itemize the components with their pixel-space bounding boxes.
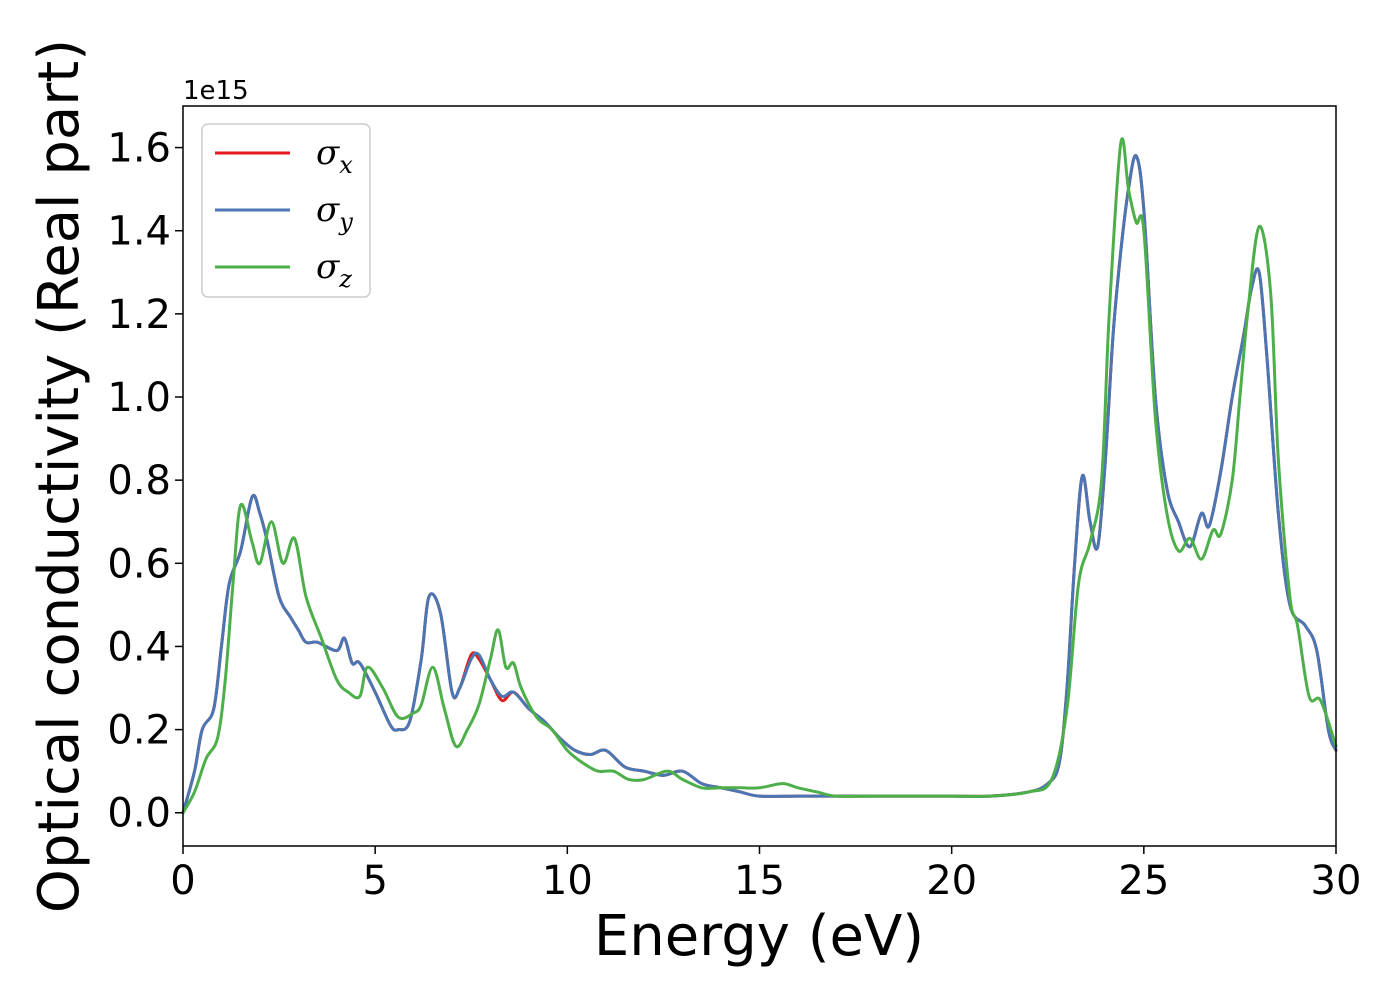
- y-tick-label: 0.8: [107, 458, 171, 504]
- x-tick-label: 0: [170, 858, 195, 904]
- legend: σx σy σz: [201, 123, 371, 298]
- y-tick-label: 0.2: [107, 708, 171, 754]
- series-line-z: [181, 137, 1338, 815]
- x-tick-label: 10: [542, 858, 593, 904]
- y-tick-label: 1.4: [107, 209, 171, 255]
- y-axis-ticks: 0.0 0.2 0.4 0.6 0.8 1.0 1.2 1.4 1.6: [107, 126, 183, 837]
- legend-label-z: σz: [316, 247, 352, 293]
- series-layer: [181, 137, 1338, 815]
- y-tick-label: 0.6: [107, 541, 171, 587]
- legend-label-y: σy: [316, 190, 353, 236]
- y-tick-label: 1.6: [107, 126, 171, 172]
- legend-label-x: σx: [316, 133, 353, 179]
- y-axis-label: Optical conductivity (Real part): [27, 39, 92, 913]
- y-tick-label: 0.4: [107, 624, 171, 670]
- x-tick-label: 5: [362, 858, 387, 904]
- x-tick-label: 20: [926, 858, 977, 904]
- x-tick-label: 30: [1311, 858, 1362, 904]
- y-tick-label: 1.2: [107, 292, 171, 338]
- x-axis-ticks: 0 5 10 15 20 25 30: [170, 846, 1361, 904]
- y-tick-label: 0.0: [107, 791, 171, 837]
- y-tick-label: 1.0: [107, 375, 171, 421]
- x-axis-label: Energy (eV): [594, 904, 924, 969]
- x-tick-label: 15: [734, 858, 785, 904]
- y-scale-offset-label: 1e15: [183, 76, 249, 106]
- x-tick-label: 25: [1118, 858, 1169, 904]
